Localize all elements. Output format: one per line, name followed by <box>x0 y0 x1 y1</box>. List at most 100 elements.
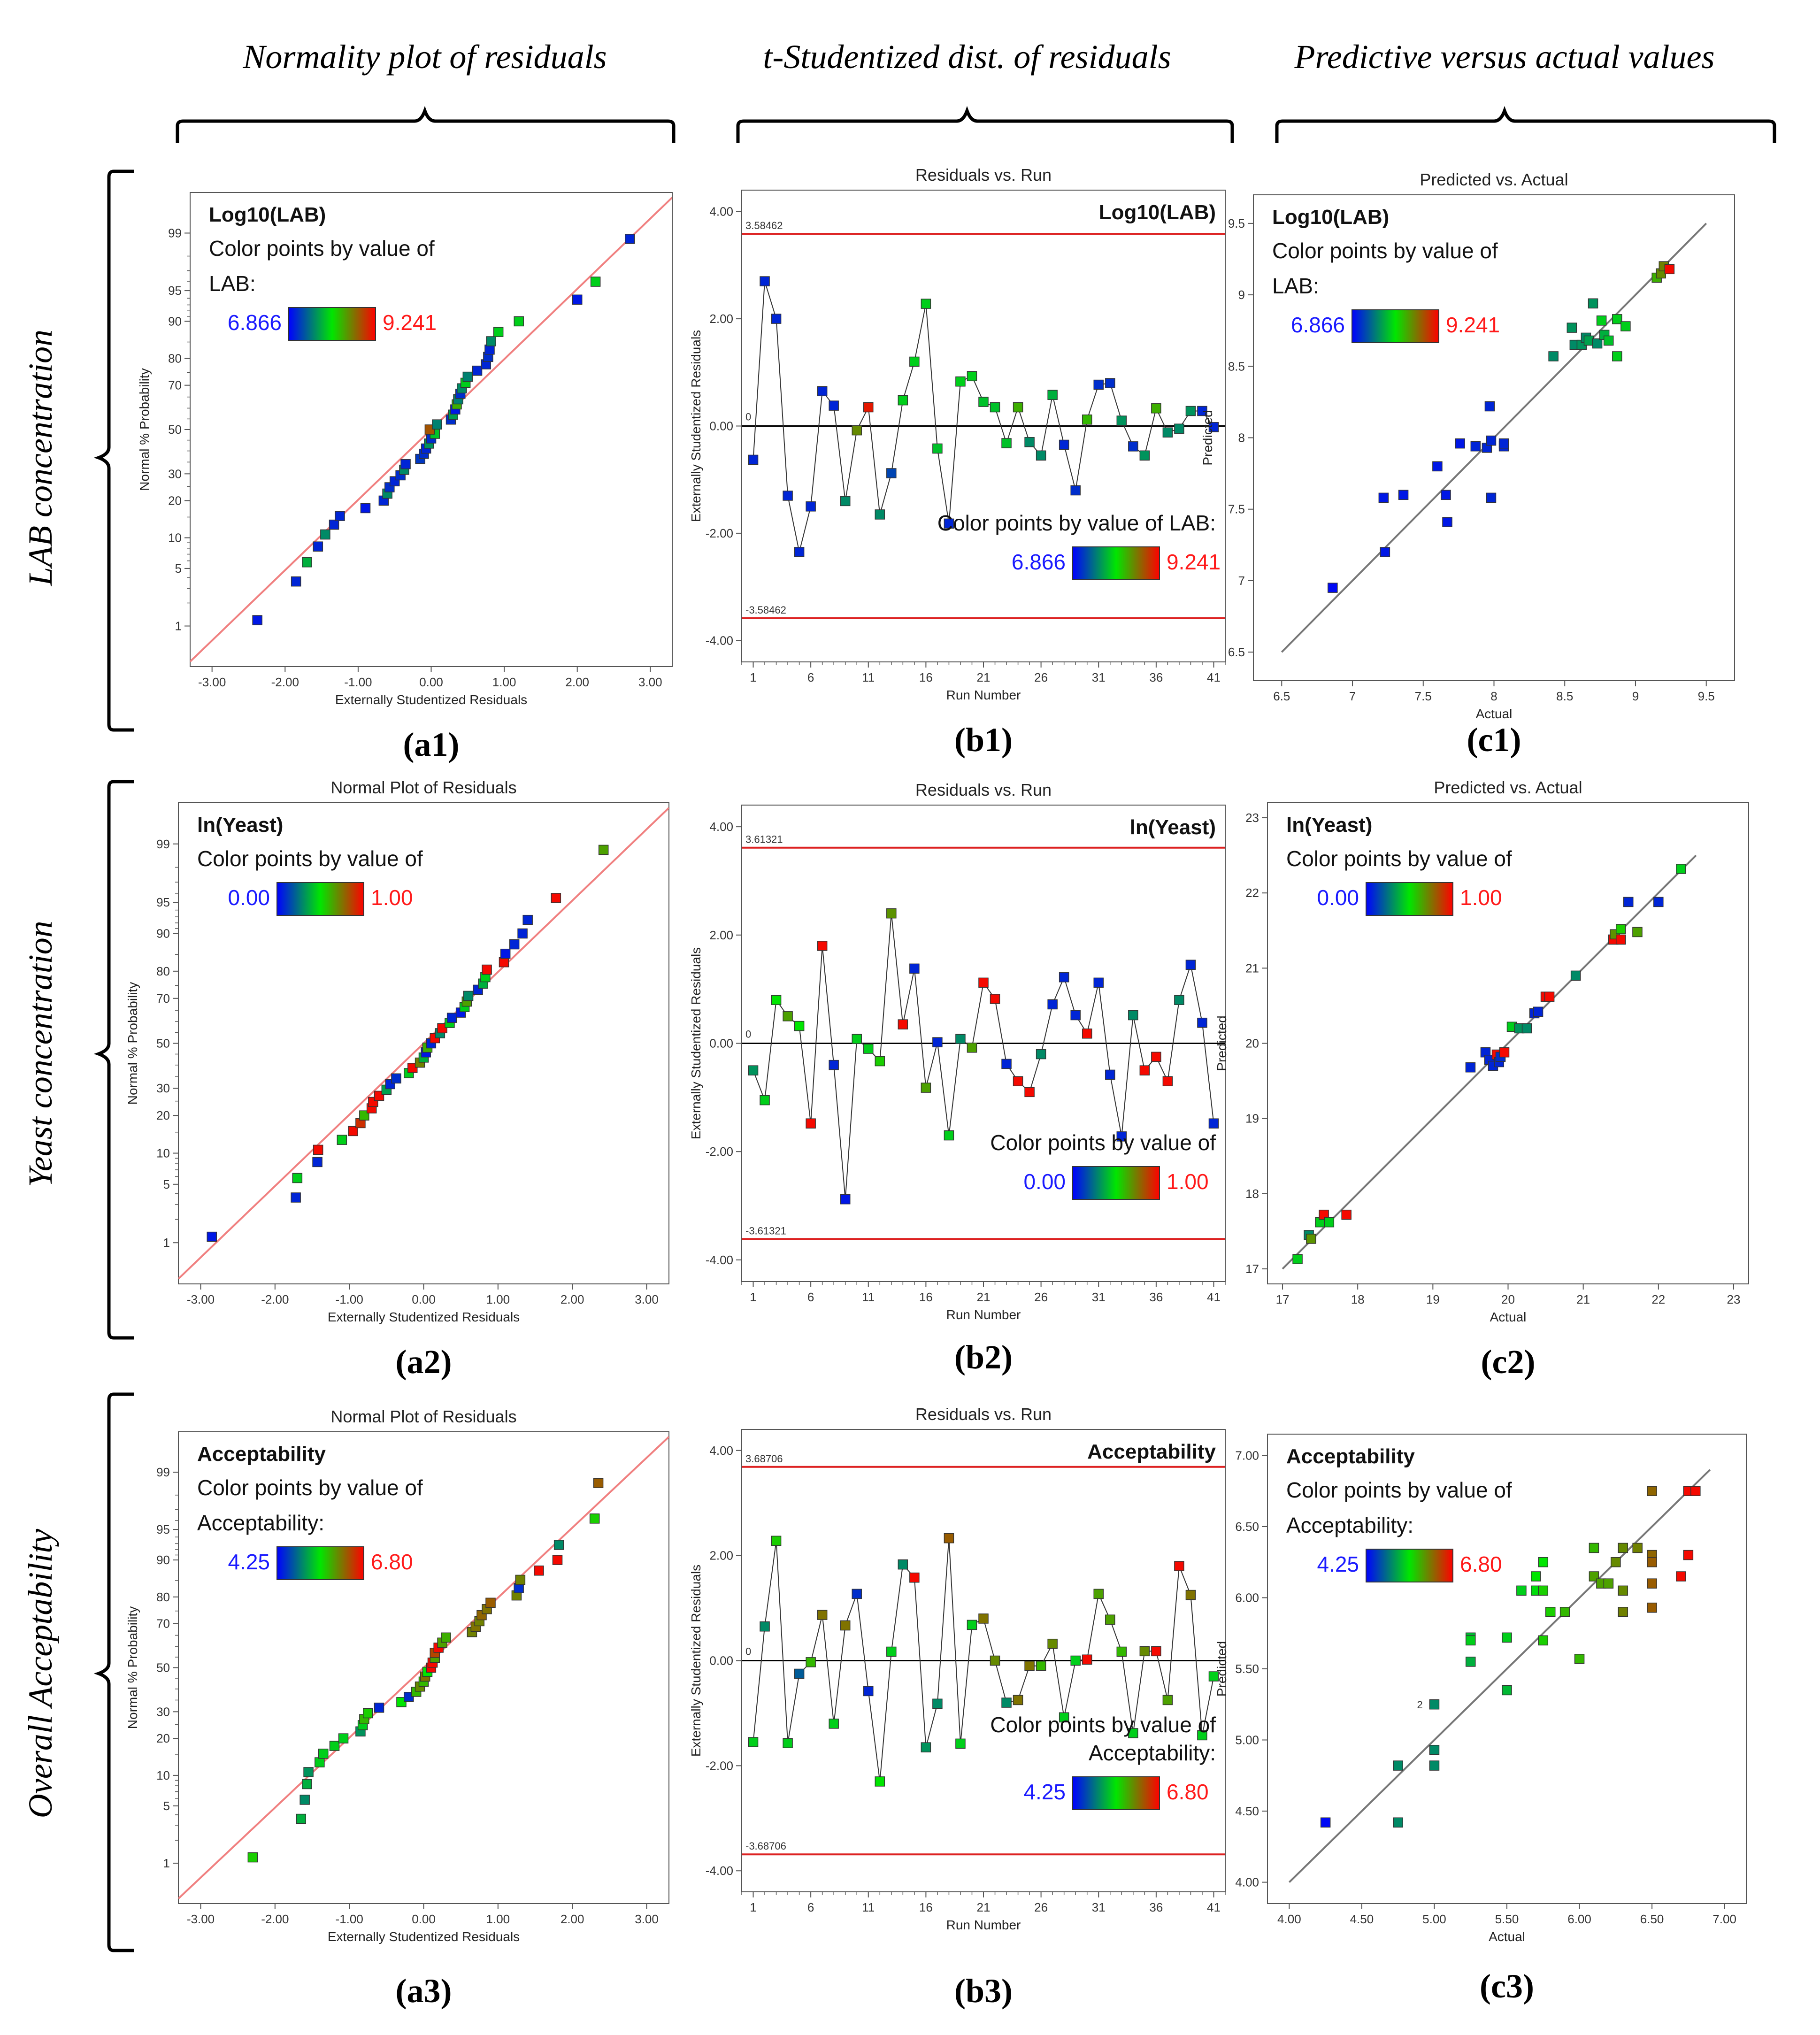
y-tick-label: 0.00 <box>709 1654 733 1668</box>
legend-max-label: 1.00 <box>371 885 413 910</box>
x-tick-label: -2.00 <box>261 1912 289 1926</box>
x-tick-label: 7.5 <box>1415 689 1432 703</box>
data-point <box>302 1779 312 1789</box>
x-tick-label: 3.00 <box>638 675 662 689</box>
x-tick-label: 17 <box>1276 1292 1290 1306</box>
x-tick-label: 11 <box>862 1900 875 1914</box>
legend-min-label: 6.866 <box>1291 313 1345 337</box>
data-point <box>1139 450 1150 461</box>
x-tick-label: 31 <box>1092 670 1106 684</box>
data-point <box>1615 934 1626 945</box>
x-tick-label: -3.00 <box>198 675 226 689</box>
y-tick-label: -2.00 <box>706 526 733 540</box>
y-tick-label: 1 <box>175 619 182 633</box>
y-tick-label: 50 <box>168 422 182 437</box>
data-point <box>748 454 759 465</box>
data-point <box>329 519 339 530</box>
x-tick-label: 23 <box>1727 1292 1741 1306</box>
data-point <box>1013 1076 1023 1086</box>
data-point <box>312 1157 323 1167</box>
data-point <box>590 276 601 287</box>
data-point <box>1545 1607 1556 1617</box>
data-point <box>396 1697 407 1707</box>
y-tick-label: 95 <box>168 284 182 298</box>
data-point <box>1292 1254 1303 1264</box>
x-tick-label: 26 <box>1034 1900 1048 1914</box>
x-tick-label: 1 <box>750 1900 756 1914</box>
row-brace <box>93 1392 134 1952</box>
y-tick-label: -2.00 <box>706 1144 733 1159</box>
data-point <box>967 371 977 382</box>
data-point <box>1574 1654 1585 1664</box>
x-tick-label: 21 <box>977 670 991 684</box>
data-point <box>1502 1632 1512 1643</box>
x-tick-label: 5.50 <box>1495 1912 1519 1926</box>
data-point <box>1013 1695 1023 1705</box>
data-point <box>1174 1561 1184 1571</box>
data-point <box>1611 1557 1621 1567</box>
data-point <box>898 395 908 406</box>
legend-min-label: 4.25 <box>1317 1552 1359 1576</box>
data-point <box>1151 403 1161 414</box>
panel-label: (a3) <box>396 1972 452 2010</box>
data-point <box>1105 378 1115 388</box>
data-point <box>944 1130 954 1141</box>
plot-area <box>190 197 672 662</box>
x-tick-label: 7 <box>1349 689 1356 703</box>
y-tick-label: 99 <box>156 837 170 851</box>
chart-panels: -3.00 -2.00 -1.00 0.00 1.00 2.00 3.00151020305… <box>125 165 1749 2010</box>
y-tick-label: 70 <box>156 1617 170 1631</box>
plot-area <box>742 1466 1225 1856</box>
y-tick-label: 20 <box>156 1731 170 1745</box>
chart-c1: Predicted vs. Actual 6.5 7 7.5 8 8.5 9 9.5 6.5 7 7… <box>1200 170 1735 759</box>
data-point <box>291 576 301 587</box>
y-tick-label: 20 <box>168 493 182 507</box>
data-point <box>1116 1131 1127 1142</box>
legend-min-label: 0.00 <box>1317 885 1359 910</box>
y-tick-label: 20 <box>1245 1037 1259 1051</box>
legend-max-label: 1.00 <box>1460 885 1502 910</box>
legend-caption: Color points by value of <box>197 1475 423 1500</box>
data-point <box>1441 490 1451 500</box>
data-point <box>955 376 966 387</box>
data-point <box>771 1536 782 1546</box>
data-point <box>1521 1023 1532 1034</box>
data-point <box>462 371 473 382</box>
plot-area <box>1281 223 1707 653</box>
row-brace <box>93 169 134 732</box>
data-point <box>1208 1118 1219 1129</box>
y-tick-label: -4.00 <box>706 633 733 647</box>
data-point <box>522 914 533 925</box>
data-point <box>1070 1655 1081 1666</box>
y-tick-label: 1 <box>163 1236 170 1250</box>
legend-max-label: 9.241 <box>1167 550 1221 574</box>
data-point <box>1429 1760 1440 1771</box>
x-tick-label: 8 <box>1490 689 1497 703</box>
data-point <box>509 939 520 950</box>
data-point <box>1632 927 1643 937</box>
x-tick-label: 0.00 <box>412 1912 436 1926</box>
data-point <box>967 1042 977 1053</box>
legend-max-label: 6.80 <box>1167 1780 1209 1804</box>
y-tick-label: 2.00 <box>709 312 733 326</box>
data-point <box>1632 1543 1643 1553</box>
data-point <box>898 1559 908 1570</box>
data-point <box>886 468 897 478</box>
data-point <box>1516 1585 1527 1596</box>
panel-label: (b2) <box>954 1338 1013 1376</box>
data-point <box>359 1110 369 1121</box>
data-point <box>1486 492 1497 503</box>
data-point <box>484 345 495 355</box>
data-point <box>1538 1557 1549 1567</box>
data-point <box>1036 1049 1046 1060</box>
y-tick-label: 90 <box>156 1553 170 1567</box>
y-tick-label: 23 <box>1245 811 1259 825</box>
y-tick-label: 99 <box>168 226 182 240</box>
x-tick-label: 16 <box>919 670 933 684</box>
data-point <box>1620 321 1631 331</box>
data-point <box>783 1738 793 1748</box>
data-point <box>1128 1728 1138 1738</box>
data-point <box>1432 461 1443 472</box>
data-point <box>840 1194 851 1205</box>
